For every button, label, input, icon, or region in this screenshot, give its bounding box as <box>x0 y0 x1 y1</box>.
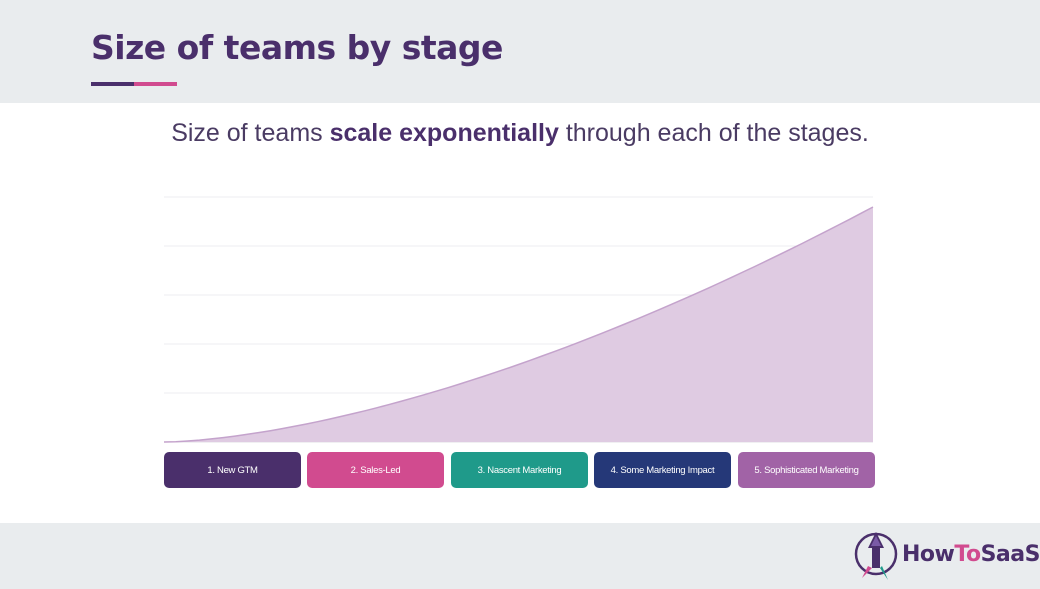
growth-line <box>163 206 874 443</box>
page-title: Size of teams by stage <box>91 28 503 67</box>
title-underline-segment-dark <box>91 82 134 86</box>
howtosaas-logo: HowToSaaS <box>850 528 1040 582</box>
logo-saas: SaaS <box>980 542 1040 567</box>
stage-label: 4. Some Marketing Impact <box>594 452 731 488</box>
title-underline-segment-pink <box>134 82 177 86</box>
logo-wordmark: HowToSaaS <box>902 542 1040 567</box>
logo-to: To <box>954 542 981 567</box>
subtitle-emphasis: scale exponentially <box>329 119 559 147</box>
growth-area <box>164 207 873 442</box>
title-underline <box>91 82 177 86</box>
logo-how: How <box>902 542 955 567</box>
stage-label: 2. Sales-Led <box>307 452 444 488</box>
stage-label: 5. Sophisticated Marketing <box>738 452 875 488</box>
subtitle-text-after: through each of the stages. <box>558 119 869 147</box>
stage-label: 3. Nascent Marketing <box>451 452 588 488</box>
rocket-logo-icon <box>854 532 898 580</box>
stage-label: 1. New GTM <box>164 452 301 488</box>
chart-subtitle: Size of teams scale exponentially throug… <box>0 119 1040 148</box>
subtitle-text-before: Size of teams <box>171 119 330 147</box>
footer-band <box>0 523 1040 589</box>
